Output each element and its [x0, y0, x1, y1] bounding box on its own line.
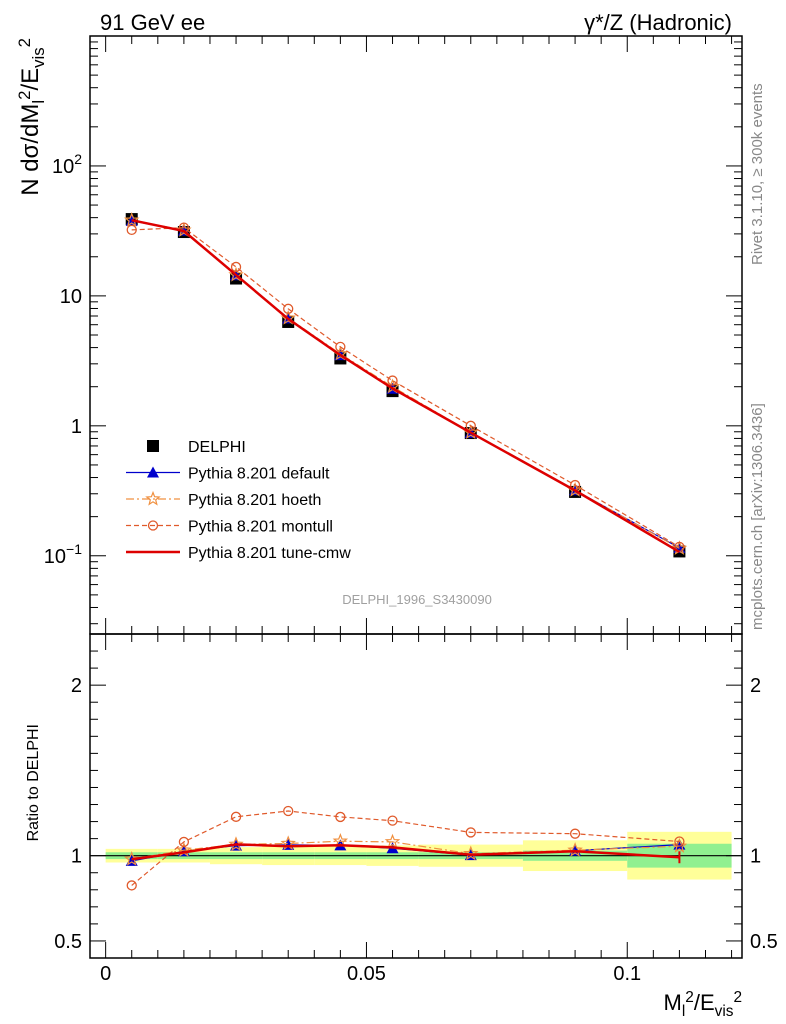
x-tick-label: 0.1: [613, 963, 641, 985]
main-y-axis-label-part: /E: [17, 68, 44, 91]
series-point-2: [283, 303, 294, 314]
main-y-axis-label-part: l: [29, 100, 48, 104]
series-point-2: [387, 375, 398, 386]
ratio-line-1: [131, 840, 680, 860]
main-y-tick-label: 102: [52, 151, 82, 178]
ratio-point-2: [283, 805, 294, 817]
x-axis-label-part: l: [682, 1003, 685, 1020]
ratio-point-2: [465, 827, 476, 838]
x-tick-label: 0.05: [347, 963, 386, 985]
main-y-tick-exponent: −1: [66, 541, 82, 557]
mcplots-label: mcplots.cern.ch [arXiv:1306.3436]: [749, 403, 766, 630]
main-y-tick-exponent: 2: [74, 151, 82, 167]
series-point-2: [465, 420, 476, 431]
ratio-line-3: [131, 843, 680, 861]
ratio-y-tick-label: 2: [71, 675, 82, 697]
legend-marker-2: [147, 520, 159, 531]
rivet-label: Rivet 3.1.10, ≥ 300k events: [749, 83, 766, 265]
x-axis-label-part: vis: [715, 1003, 734, 1020]
x-tick-label: 0: [100, 963, 111, 985]
legend-label: Pythia 8.201 montull: [188, 519, 333, 536]
ratio-point-1: [567, 842, 583, 857]
series-line-2: [131, 227, 680, 548]
ratio-point-1: [384, 833, 401, 849]
ratio-point-2: [230, 811, 242, 822]
ratio-y-axis-label: Ratio to DELPHI: [25, 724, 42, 841]
x-axis-label-part: M: [664, 990, 682, 1015]
series-point-2: [230, 261, 242, 273]
ratio-point-1: [463, 845, 479, 861]
ratio-point-1: [671, 838, 688, 853]
main-y-axis-label-part: vis: [29, 47, 48, 68]
ratio-point-1: [332, 833, 349, 848]
x-axis-label-part: 2: [685, 989, 694, 1006]
legend-label: Pythia 8.201 default: [188, 466, 330, 483]
ratio-y-tick-label: 0.5: [54, 931, 82, 953]
ratio-y-tick-label: 1: [71, 846, 82, 868]
main-plot-series: [123, 212, 688, 558]
x-axis-label: Ml2/Evis2: [664, 989, 742, 1020]
x-axis-label-part: 2: [733, 989, 742, 1006]
header-left: 91 GeV ee: [100, 10, 205, 35]
legend-marker-1: [145, 490, 161, 506]
series-point-1: [123, 212, 140, 227]
series-line-3: [131, 218, 681, 553]
series-point-2: [335, 341, 346, 353]
series-point-2: [126, 224, 137, 236]
ratio-y-tick-label-right: 2: [750, 675, 761, 697]
ratio-point-2: [335, 811, 346, 823]
watermark: DELPHI_1996_S3430090: [342, 592, 492, 607]
legend-marker-delphi: [147, 440, 159, 452]
ratio-point-1: [123, 851, 140, 866]
legend-label: Pythia 8.201 hoeth: [188, 492, 321, 509]
x-axis-label-part: /E: [694, 990, 715, 1015]
header-right: γ*/Z (Hadronic): [584, 10, 732, 35]
main-y-axis-label-part: N dσ/dM: [17, 104, 44, 196]
ratio-point-2: [126, 880, 137, 891]
main-y-tick-label: 10: [60, 286, 82, 308]
main-y-axis-label-part: 2: [15, 91, 34, 100]
main-y-tick-label: 1: [71, 416, 82, 438]
ratio-point-1: [228, 836, 244, 852]
ratio-point-2: [387, 815, 398, 826]
ratio-plot-series: [123, 805, 688, 891]
legend-marker-0: [147, 466, 159, 478]
ratio-point-2: [569, 828, 581, 839]
legend-label: Pythia 8.201 tune-cmw: [188, 545, 351, 562]
legend: DELPHI Pythia 8.201 default Pythia 8.201 h…: [126, 439, 351, 562]
main-y-tick-label: 10−1: [44, 541, 82, 568]
ratio-frame: [89, 633, 743, 959]
ratio-point-2: [674, 836, 685, 847]
ratio-y-tick-label-right: 1: [750, 846, 761, 868]
main-y-axis-label-part: 2: [15, 38, 34, 47]
ratio-y-tick-label-right: 0.5: [750, 931, 778, 953]
main-y-axis-label: N dσ/dMl2/Evis2: [15, 38, 48, 196]
legend-label: DELPHI: [188, 439, 246, 456]
series-point-1: [228, 266, 244, 282]
ratio-point-2: [178, 836, 190, 848]
